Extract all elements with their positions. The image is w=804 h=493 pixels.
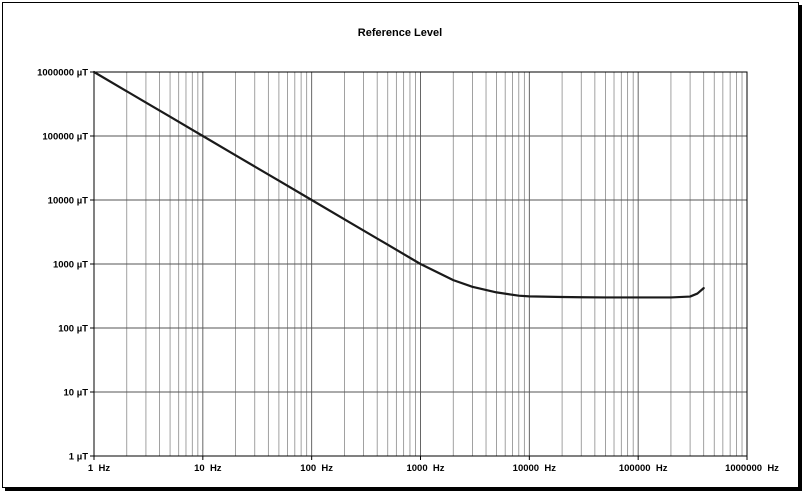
y-axis-ticks: 1 µT 10 µT 100 µT 1000 µT 10000 µT 100000 µT 1… bbox=[37, 68, 94, 463]
reference-level-line bbox=[92, 70, 705, 299]
x-tick-label: 1 Hz bbox=[88, 463, 110, 474]
x-tick-label: 1000000 Hz bbox=[725, 463, 779, 474]
series-group bbox=[92, 70, 705, 299]
x-tick-label: 100 Hz bbox=[300, 463, 333, 474]
y-tick-label: 100000 µT bbox=[42, 132, 88, 143]
y-tick-label: 100 µT bbox=[58, 324, 88, 335]
x-tick-label: 100000 Hz bbox=[619, 463, 668, 474]
y-tick-label: 1000 µT bbox=[53, 260, 88, 271]
chart-title: Reference Level bbox=[358, 27, 442, 39]
chart-frame: Reference Level 1 µT 10 µT 100 µT 1000 µT 10… bbox=[2, 2, 799, 488]
x-tick-label: 10 Hz bbox=[194, 463, 222, 474]
x-tick-label: 1000 Hz bbox=[406, 463, 444, 474]
x-tick-label: 10000 Hz bbox=[513, 463, 557, 474]
y-tick-label: 10000 µT bbox=[48, 196, 89, 207]
x-axis-ticks: 1 Hz 10 Hz 100 Hz 1000 Hz 10000 Hz 100000 Hz 1… bbox=[88, 456, 779, 474]
y-tick-label: 1000000 µT bbox=[37, 68, 88, 79]
reference-level-chart: Reference Level 1 µT 10 µT 100 µT 1000 µT 10… bbox=[37, 27, 779, 474]
y-tick-label: 10 µT bbox=[64, 388, 89, 399]
y-tick-label: 1 µT bbox=[69, 452, 88, 463]
